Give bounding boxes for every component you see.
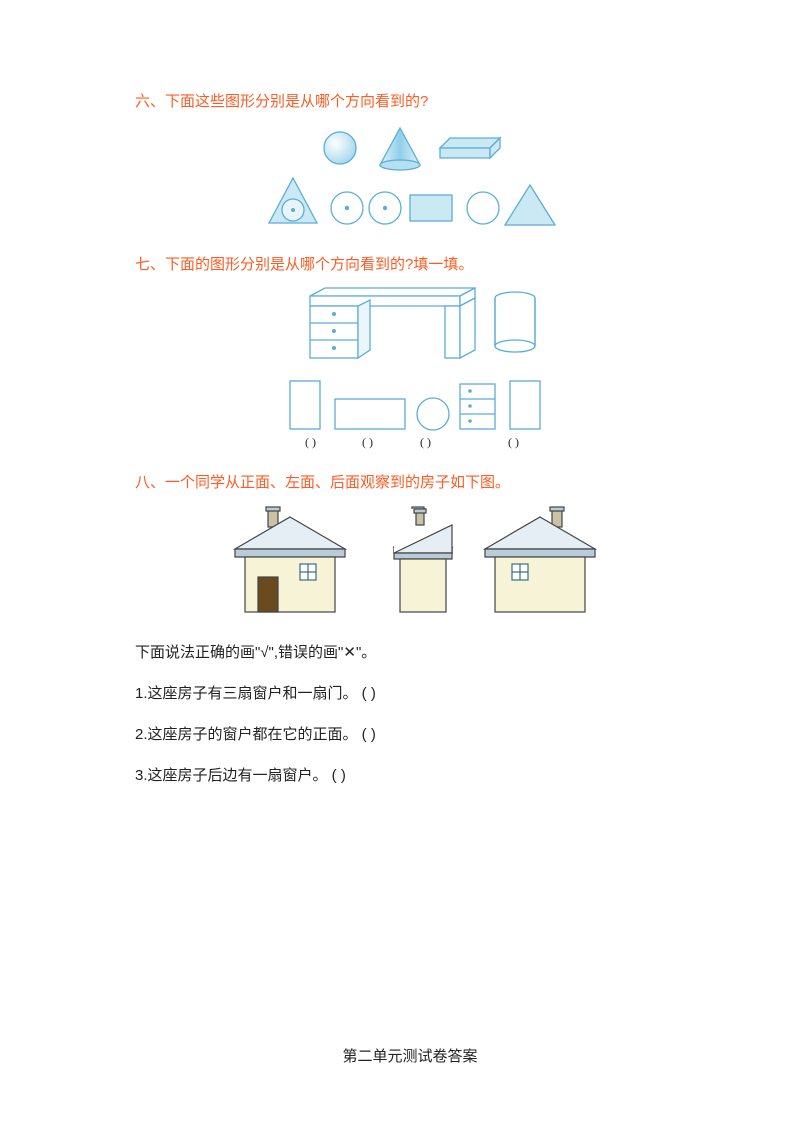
svg-text:( ): ( )	[508, 435, 519, 449]
svg-text:( ): ( )	[362, 435, 373, 449]
q8-item-1: 1.这座房子有三扇窗户和一扇门。 ( )	[135, 682, 685, 703]
q8-intro: 下面说法正确的画"√",错误的画"✕"。	[135, 641, 685, 662]
q8-figure	[135, 504, 685, 619]
q6-title: 六、下面这些图形分别是从哪个方向看到的?	[135, 90, 685, 111]
q7-title: 七、下面的图形分别是从哪个方向看到的?填一填。	[135, 253, 685, 274]
q6-figure	[135, 123, 685, 233]
q8-title: 八、一个同学从正面、左面、后面观察到的房子如下图。	[135, 471, 685, 492]
q8-item-3: 3.这座房子后边有一扇窗户。 ( )	[135, 764, 685, 785]
answer-title: 第二单元测试卷答案	[135, 1045, 685, 1066]
q7-figure: ( ) ( ) ( ) ( )	[135, 286, 685, 451]
svg-text:( ): ( )	[420, 435, 431, 449]
q8-item-2: 2.这座房子的窗户都在它的正面。 ( )	[135, 723, 685, 744]
svg-text:( ): ( )	[305, 435, 316, 449]
